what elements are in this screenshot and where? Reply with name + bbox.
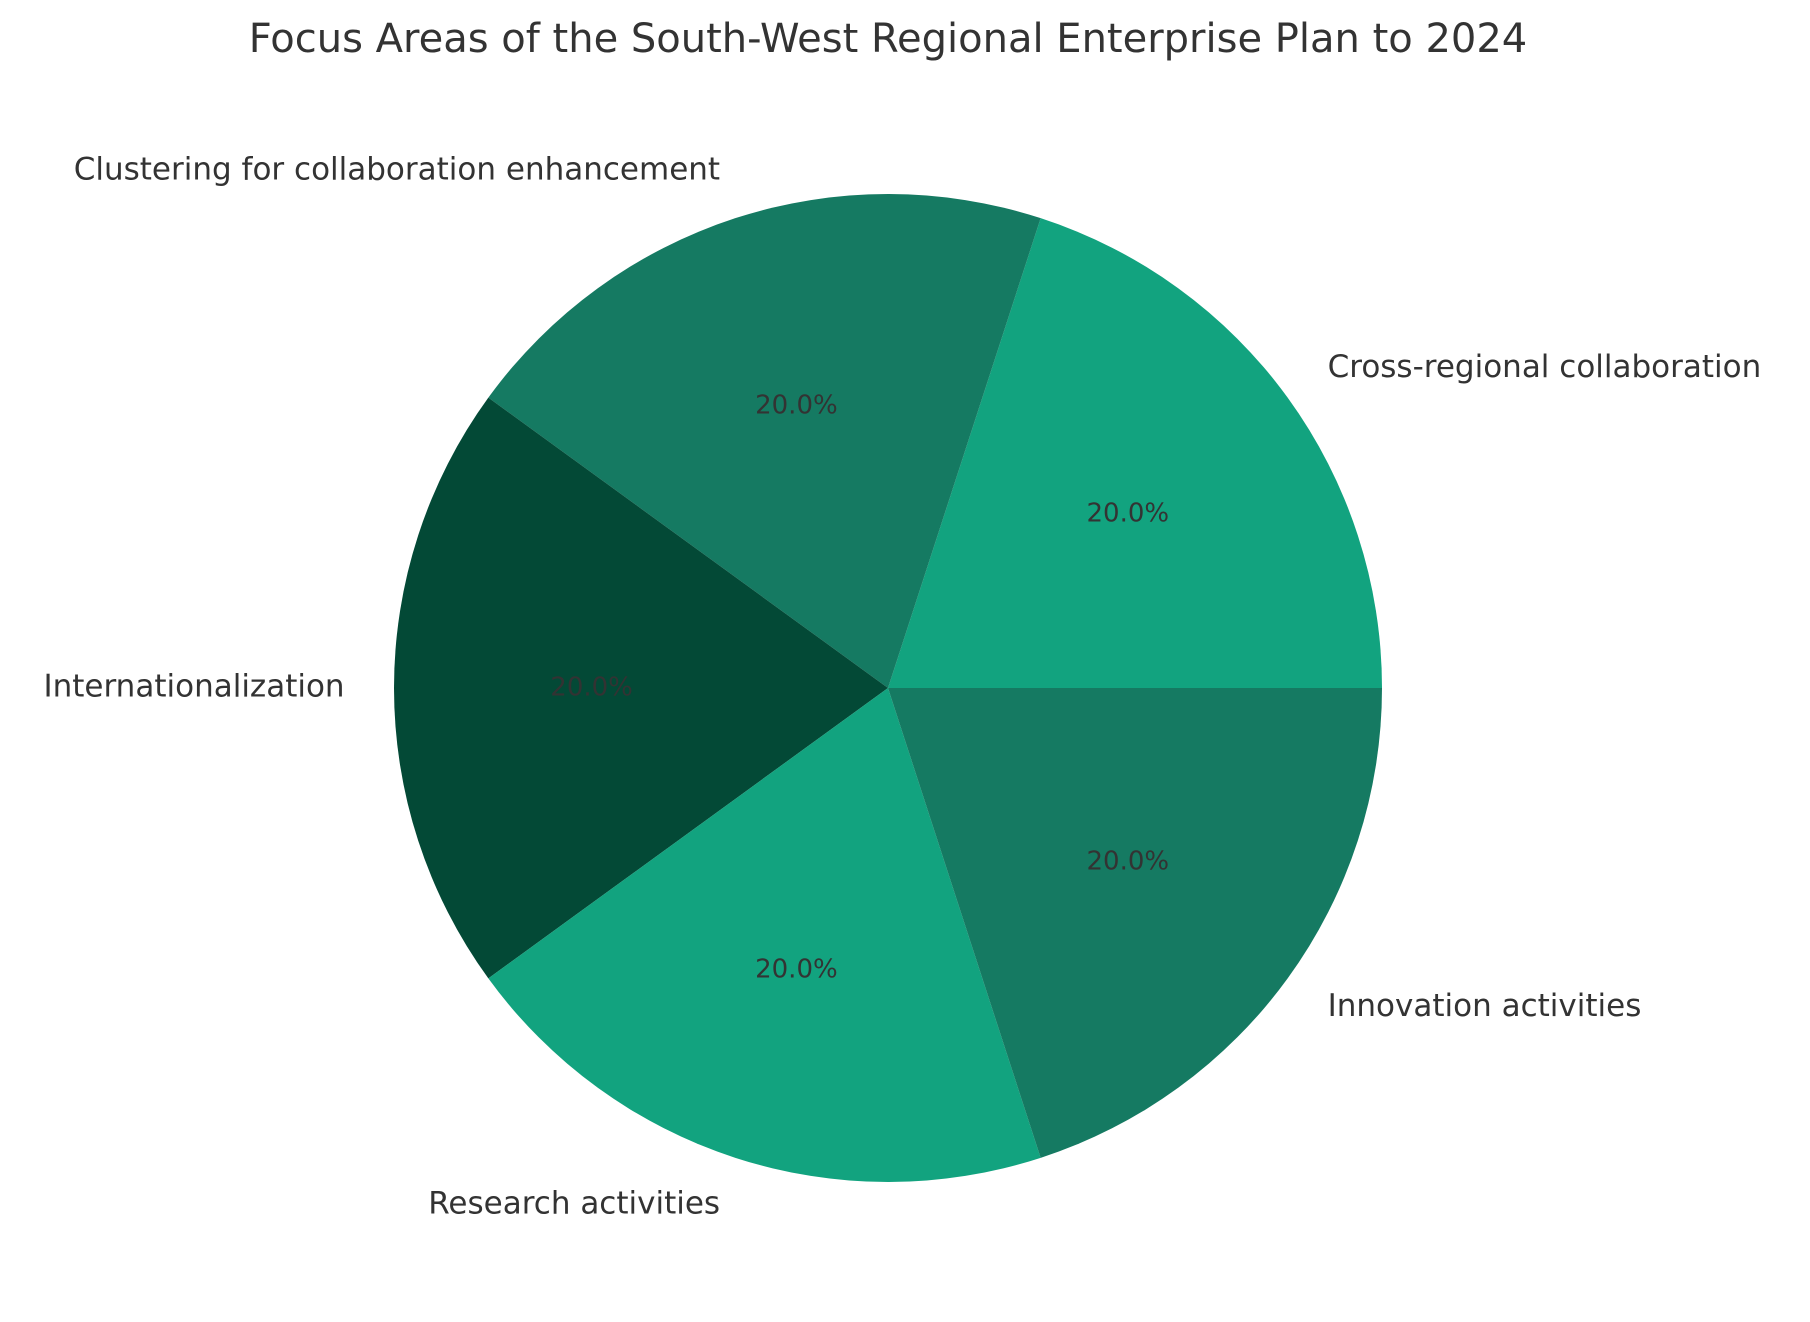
slice-percent-research-activities: 20.0% xyxy=(755,954,838,984)
pie-slice-innovation-activities xyxy=(888,688,1382,1158)
pie-labels: Cross-regional collaboration 20.0% Cluster… xyxy=(43,152,1761,1222)
slice-percent-innovation-activities: 20.0% xyxy=(1086,847,1169,877)
slice-percent-internationalization: 20.0% xyxy=(550,673,633,703)
pie-slice-clustering-for-collaboration-enhancement xyxy=(488,194,1041,689)
pie-slices xyxy=(394,194,1382,1182)
pie-slice-research-activities xyxy=(488,688,1041,1182)
slice-label-internationalization: Internationalization xyxy=(43,669,344,705)
chart-title: Focus Areas of the South-West Regional E… xyxy=(249,16,1528,62)
slice-label-cross-regional-collaboration: Cross-regional collaboration xyxy=(1328,349,1762,385)
slice-percent-cross-regional-collaboration: 20.0% xyxy=(1086,498,1169,528)
slice-percent-clustering-for-collaboration-enhancement: 20.0% xyxy=(755,391,838,421)
slice-label-clustering-for-collaboration-enhancement: Clustering for collaboration enhancement xyxy=(74,152,720,188)
pie-slice-cross-regional-collaboration xyxy=(888,218,1382,688)
slice-label-research-activities: Research activities xyxy=(428,1185,720,1221)
pie-slice-internationalization xyxy=(394,397,888,979)
slice-label-innovation-activities: Innovation activities xyxy=(1328,988,1642,1024)
